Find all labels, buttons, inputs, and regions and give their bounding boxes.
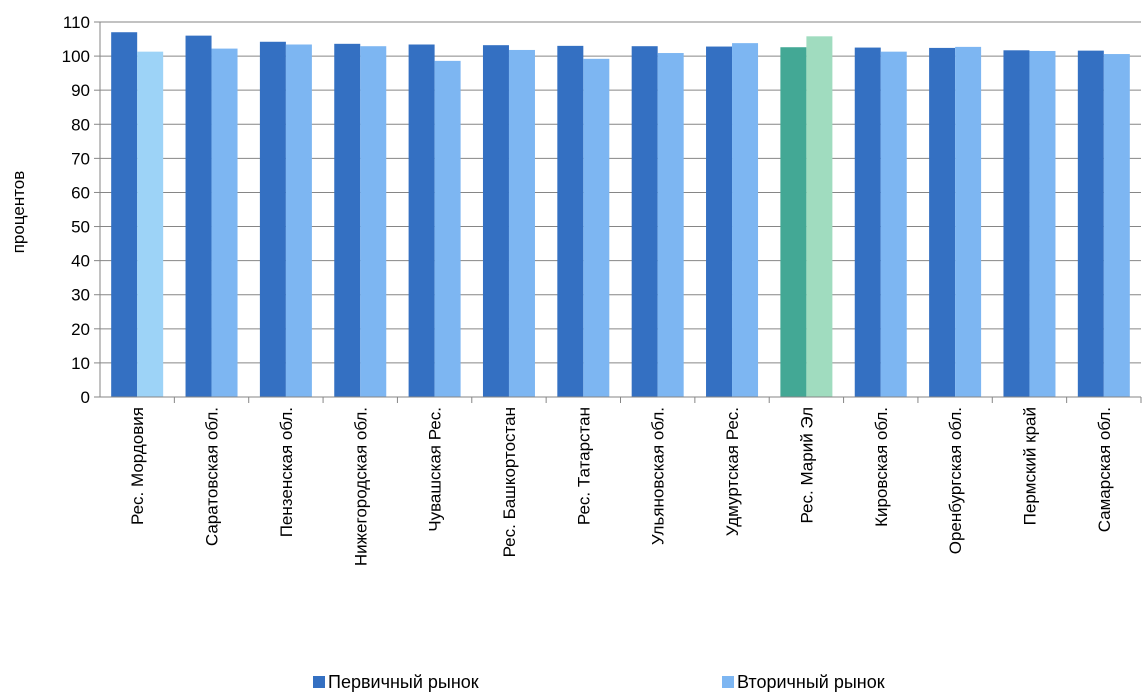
legend-swatch bbox=[313, 676, 325, 688]
bar-primary bbox=[780, 47, 807, 398]
y-tick-label: 0 bbox=[81, 388, 90, 407]
bar-primary bbox=[854, 47, 881, 398]
bars bbox=[111, 32, 1130, 398]
bar-primary bbox=[185, 35, 212, 398]
bar-primary bbox=[408, 44, 435, 397]
y-axis-title: процентов bbox=[9, 171, 28, 254]
category-label: Пензенская обл. bbox=[277, 407, 296, 537]
legend: Первичный рынок Вторичный рынок bbox=[313, 672, 885, 692]
bar-secondary bbox=[1029, 50, 1056, 398]
category-label: Чувашская Рес. bbox=[426, 407, 445, 532]
bar-primary bbox=[929, 47, 956, 398]
bar-primary bbox=[111, 32, 138, 398]
legend-swatch bbox=[722, 676, 734, 688]
bar-secondary bbox=[657, 53, 684, 397]
y-tick-label: 90 bbox=[71, 81, 90, 100]
bar-secondary bbox=[508, 49, 535, 398]
category-label: Удмуртская Рес. bbox=[723, 407, 742, 536]
axes bbox=[94, 21, 1142, 403]
gridlines bbox=[100, 21, 1141, 364]
bar-primary bbox=[259, 41, 286, 397]
y-tick-label: 30 bbox=[71, 286, 90, 305]
bar-secondary bbox=[285, 44, 312, 397]
y-tick-label: 20 bbox=[71, 320, 90, 339]
y-tick-label: 60 bbox=[71, 183, 90, 202]
category-label: Оренбургская обл. bbox=[946, 407, 965, 554]
category-labels: Рес. Мордовия Саратовская обл. Пензенская … bbox=[128, 407, 1114, 566]
category-label: Кировская обл. bbox=[872, 407, 891, 527]
category-label: Рес. Татарстан bbox=[574, 407, 593, 525]
bar-secondary bbox=[1103, 54, 1130, 397]
category-label: Рес. Мордовия bbox=[128, 407, 147, 525]
bar-secondary bbox=[211, 48, 238, 397]
y-tick-label: 100 bbox=[62, 47, 90, 66]
category-label: Нижегородская обл. bbox=[351, 407, 370, 566]
y-tick-label: 50 bbox=[71, 218, 90, 237]
category-label: Самарская обл. bbox=[1095, 407, 1114, 532]
y-tick-label: 110 bbox=[63, 13, 90, 32]
category-label: Саратовская обл. bbox=[203, 407, 222, 546]
category-label: Рес. Марий Эл bbox=[797, 407, 816, 524]
bar-secondary bbox=[583, 58, 610, 398]
category-label: Ульяновская обл. bbox=[649, 407, 668, 545]
bar-primary bbox=[631, 46, 658, 398]
bar-secondary bbox=[434, 60, 461, 397]
bar-secondary bbox=[360, 46, 387, 398]
bar-secondary bbox=[955, 46, 982, 398]
bar-secondary bbox=[137, 51, 164, 398]
y-tick-label: 80 bbox=[71, 115, 90, 134]
bar-primary bbox=[706, 46, 733, 397]
bar-primary bbox=[1077, 50, 1104, 398]
y-tick-labels: 0 10 20 30 40 50 60 70 80 90 100 110 bbox=[62, 13, 90, 407]
y-tick-label: 10 bbox=[71, 354, 90, 373]
bar-secondary bbox=[732, 43, 759, 398]
category-label: Рес. Башкортостан bbox=[500, 407, 519, 557]
y-tick-label: 70 bbox=[71, 149, 90, 168]
legend-label: Вторичный рынок bbox=[737, 672, 885, 692]
bar-primary bbox=[482, 45, 509, 397]
bar-secondary bbox=[880, 51, 907, 398]
bar-primary bbox=[1003, 50, 1030, 397]
bar-primary bbox=[334, 43, 361, 398]
y-tick-label: 40 bbox=[71, 252, 90, 271]
legend-label: Первичный рынок bbox=[328, 672, 479, 692]
bar-primary bbox=[557, 45, 584, 397]
bar-secondary bbox=[806, 36, 833, 398]
category-label: Пермский край bbox=[1020, 407, 1039, 525]
